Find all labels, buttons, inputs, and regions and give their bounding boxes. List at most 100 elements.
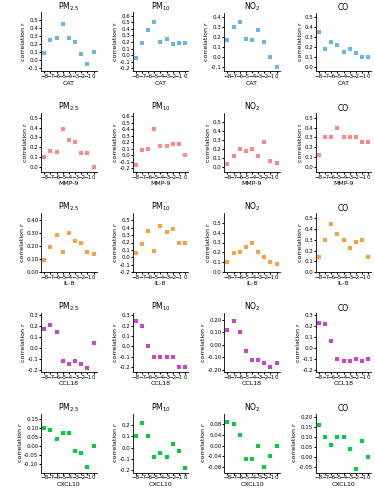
Title: CO: CO (338, 104, 349, 112)
Y-axis label: correlation r: correlation r (113, 22, 118, 62)
Point (139, 322, 145, 330)
Title: NO$_2$: NO$_2$ (244, 200, 260, 213)
Point (41, 324, 47, 332)
Y-axis label: correlation r: correlation r (21, 324, 26, 362)
Point (139, 418, 145, 426)
Point (249, 356, 255, 364)
Point (72, 358, 78, 366)
Point (365, 253, 371, 261)
Point (224, 258, 230, 266)
Point (316, 319, 322, 327)
Point (274, 360, 280, 368)
X-axis label: CCL18: CCL18 (333, 382, 354, 386)
X-axis label: CCL18: CCL18 (242, 382, 262, 386)
Point (170, 40, 176, 48)
Point (158, 38, 164, 46)
Point (176, 239, 182, 247)
Point (152, 352, 157, 360)
Point (340, 236, 346, 244)
Point (316, 253, 322, 261)
Point (145, 432, 151, 440)
Title: PM$_{2.5}$: PM$_{2.5}$ (58, 401, 80, 413)
Point (182, 40, 188, 48)
Title: NO$_2$: NO$_2$ (244, 401, 260, 413)
Point (243, 35, 249, 43)
Point (133, 316, 139, 324)
Point (237, 145, 243, 153)
X-axis label: CAT: CAT (63, 80, 75, 86)
Point (365, 52, 371, 60)
Point (261, 138, 267, 146)
Point (133, 161, 139, 169)
Title: PM$_{10}$: PM$_{10}$ (151, 401, 170, 413)
Point (255, 442, 261, 450)
Point (224, 326, 230, 334)
Point (41, 424, 47, 432)
Point (255, 26, 261, 34)
Point (231, 152, 237, 160)
Point (316, 28, 322, 36)
Point (340, 433, 346, 441)
Point (152, 248, 157, 256)
Point (170, 352, 176, 360)
Point (66, 228, 72, 236)
Point (133, 432, 139, 440)
Point (243, 455, 249, 463)
Point (182, 363, 188, 371)
Point (133, 54, 139, 62)
Point (243, 147, 249, 155)
Point (66, 136, 72, 144)
Point (66, 429, 72, 437)
Y-axis label: correlation r: correlation r (204, 22, 209, 62)
Point (346, 134, 352, 141)
Point (243, 347, 249, 355)
Point (237, 248, 243, 256)
Point (261, 38, 267, 46)
Title: PM$_{10}$: PM$_{10}$ (151, 301, 170, 314)
Point (158, 222, 164, 230)
Point (176, 38, 182, 46)
Point (267, 452, 273, 460)
Point (60, 358, 66, 366)
Point (334, 230, 340, 238)
Point (152, 18, 157, 26)
Point (170, 440, 176, 448)
Point (237, 431, 243, 439)
Point (133, 249, 139, 257)
X-axis label: MMP-9: MMP-9 (59, 181, 79, 186)
Point (54, 434, 60, 442)
Point (274, 260, 280, 268)
Point (322, 433, 328, 441)
Y-axis label: correlation r: correlation r (201, 424, 206, 463)
Y-axis label: correlation r: correlation r (292, 424, 297, 463)
Point (164, 142, 170, 150)
Point (334, 433, 340, 441)
Y-axis label: correlation r: correlation r (113, 324, 118, 362)
Point (91, 339, 97, 347)
Point (255, 152, 261, 160)
Point (78, 50, 84, 58)
Title: CO: CO (338, 304, 349, 313)
Point (170, 225, 176, 233)
Point (249, 36, 255, 44)
Point (66, 360, 72, 368)
Y-axis label: correlation r: correlation r (21, 22, 26, 62)
Point (164, 228, 170, 236)
Point (249, 238, 255, 246)
X-axis label: IL-8: IL-8 (155, 281, 166, 286)
X-axis label: CCL18: CCL18 (150, 382, 171, 386)
Point (231, 250, 237, 258)
Point (41, 153, 47, 161)
Point (91, 163, 97, 171)
Point (359, 52, 365, 60)
Point (249, 455, 255, 463)
Point (145, 26, 151, 34)
Point (334, 355, 340, 363)
Point (353, 355, 359, 363)
Point (231, 23, 237, 31)
Point (158, 352, 164, 360)
Point (328, 336, 334, 344)
Point (84, 463, 90, 471)
Point (145, 228, 151, 235)
X-axis label: IL-8: IL-8 (246, 281, 258, 286)
